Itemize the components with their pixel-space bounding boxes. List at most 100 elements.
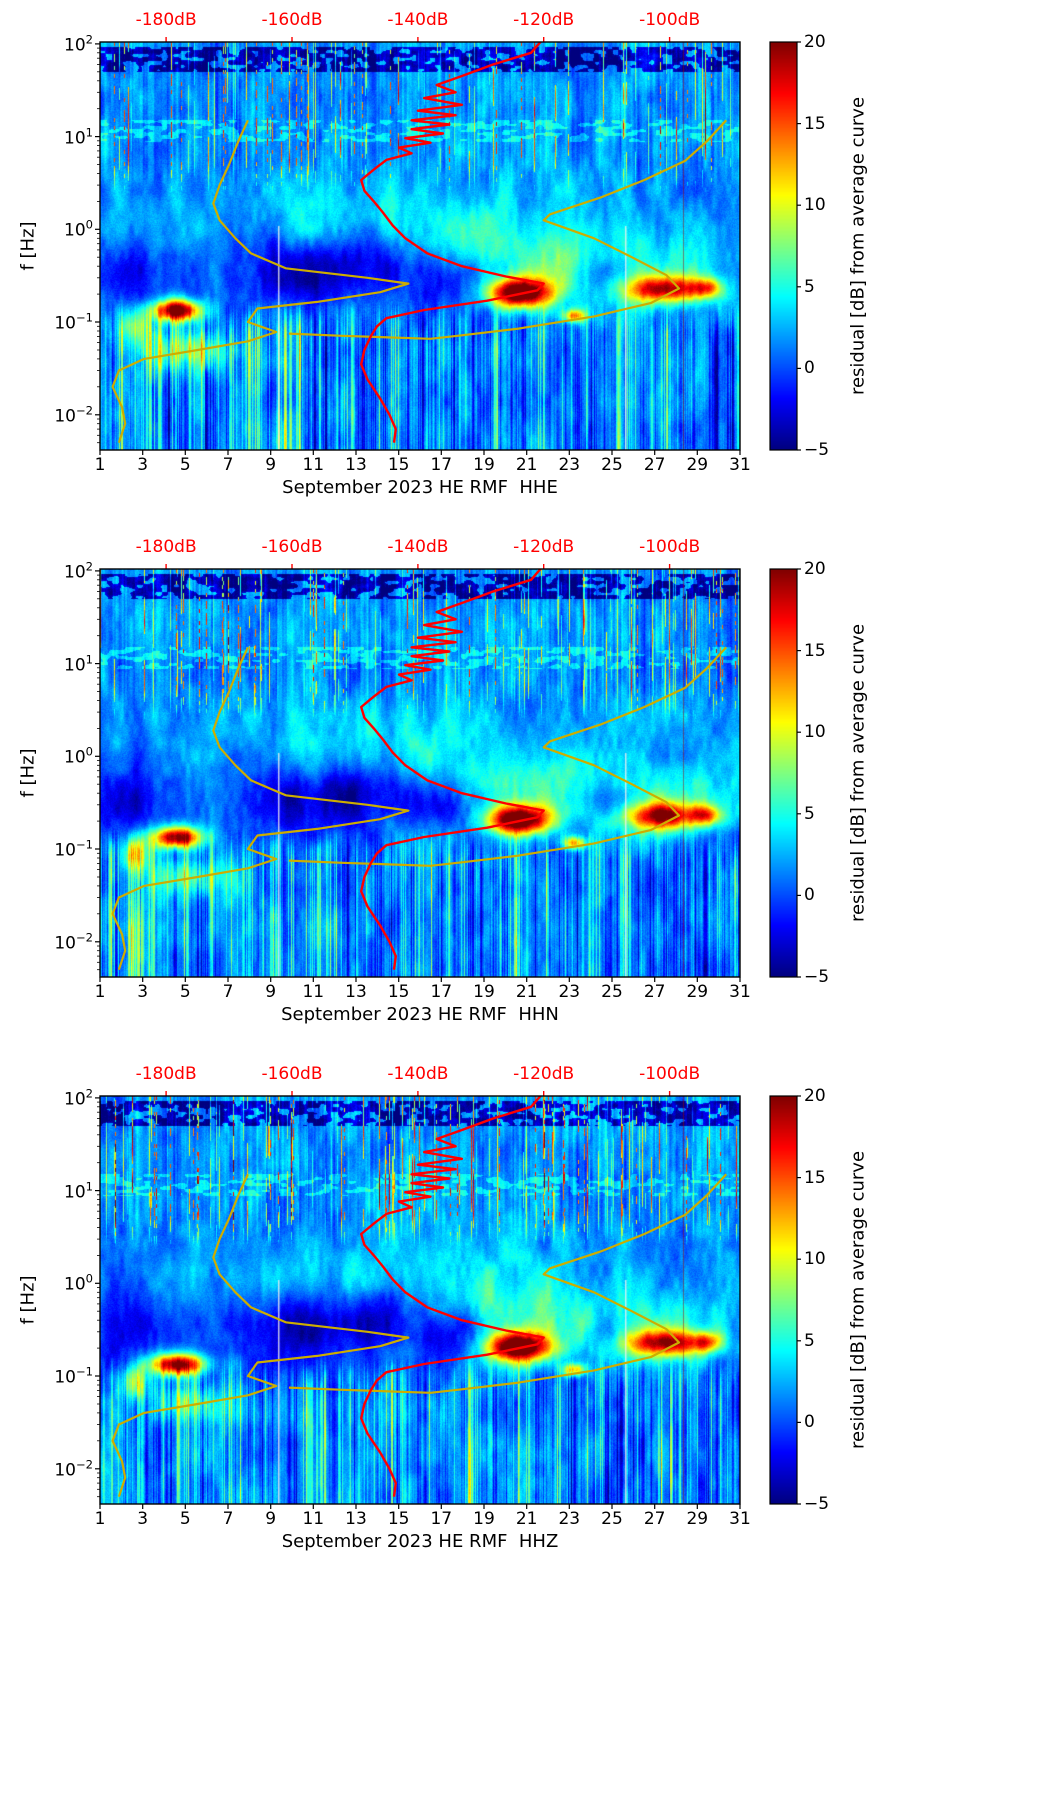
top-axis-tick-label: -160dB [261,537,323,557]
x-tick-label: 15 [387,455,410,475]
y-axis-label-text: f [Hz] [17,221,39,271]
colorbar-tick-label: 20 [804,559,826,579]
x-tick-label: 13 [345,1509,367,1529]
top-axis-tick-label: -120dB [513,1064,575,1084]
spectrogram-panel-hhn: -180dB -160dB -140dB -120dB -100dB 102 101 100… [0,527,1052,1054]
top-axis-tick-label: -100dB [639,537,701,557]
top-axis-tick-label: -140dB [387,1064,449,1084]
x-tick-label: 23 [558,455,581,475]
colorbar-tick-label: 5 [804,276,815,297]
colorbar-tick-label: −5 [804,967,830,987]
x-tick-label: 21 [515,982,538,1002]
x-tick-label: 13 [345,455,367,475]
y-tick-label: 102 [64,559,93,583]
x-tick-label: 3 [137,982,149,1002]
x-axis-label: September 2023 HE RMF HHE [282,477,558,498]
x-tick-label: 5 [179,455,191,475]
x-tick-label: 11 [302,455,325,475]
x-tick-label: 19 [473,982,495,1002]
x-tick-label: 3 [137,455,149,475]
colorbar-tick-label: 0 [804,358,815,379]
y-axis-label-text: f [Hz] [17,1275,39,1325]
colorbar-label-text: residual [dB] from average curve [847,623,869,923]
top-axis-tick-label: -100dB [639,10,701,30]
x-tick-label: 15 [387,1509,410,1529]
y-tick-label: 10−2 [54,930,93,954]
colorbar-ticks [797,41,801,451]
x-tick-label: 9 [265,982,277,1002]
spectrogram-panel-hhe: -180dB -160dB -140dB -120dB -100dB 102 101 100… [0,0,1052,527]
colorbar-tick-label: 20 [804,32,826,52]
x-axis-label: September 2023 HE RMF HHZ [281,1531,559,1552]
colorbar-tick-label: 20 [804,1086,826,1106]
spectrogram-canvas [100,569,740,977]
x-tick-label: 23 [558,1509,581,1529]
x-axis-label: September 2023 HE RMF HHN [281,1004,559,1025]
top-axis-tick-label: -140dB [387,10,449,30]
colorbar-tick-label: 5 [804,1330,815,1351]
colorbar-tick-label: −5 [804,1494,830,1514]
colorbar-tick-label: −5 [804,440,830,460]
x-tick-label: 1 [94,1509,106,1529]
y-tick-label: 100 [64,744,93,768]
x-tick-label: 27 [643,1509,666,1529]
colorbar-canvas [770,1096,797,1504]
x-tick-label: 21 [515,1509,538,1529]
x-tick-label: 19 [473,455,495,475]
x-tick-label: 25 [601,982,623,1002]
x-tick-label: 13 [345,982,367,1002]
x-tick-label: 31 [729,1509,751,1529]
x-tick-label: 23 [558,982,581,1002]
y-tick-label: 10−1 [54,310,93,334]
x-tick-label: 25 [601,455,623,475]
y-tick-label: 10−1 [54,837,93,861]
top-axis-tick-label: -160dB [261,10,323,30]
top-axis-tick-label: -140dB [387,537,449,557]
colorbar-label-text: residual [dB] from average curve [847,96,869,396]
x-tick-label: 27 [643,455,666,475]
y-tick-label: 10−2 [54,403,93,427]
top-axis-tick-label: -100dB [639,1064,701,1084]
colorbar-tick-label: 15 [804,640,826,661]
x-tick-label: 9 [265,1509,277,1529]
colorbar-label-text: residual [dB] from average curve [847,1150,869,1450]
x-tick-label: 19 [473,1509,495,1529]
x-tick-label: 31 [729,455,751,475]
x-tick-label: 1 [94,455,106,475]
x-tick-label: 3 [137,1509,149,1529]
y-tick-label: 100 [64,1271,93,1295]
colorbar-tick-label: 15 [804,1167,826,1188]
x-tick-label: 29 [686,455,709,475]
y-tick-label: 10−1 [54,1364,93,1388]
y-tick-label: 102 [64,1086,93,1110]
x-tick-label: 31 [729,982,751,1002]
colorbar-tick-label: 10 [804,722,826,743]
y-axis-label-text: f [Hz] [17,748,39,798]
spectrogram-panel-hhz: -180dB -160dB -140dB -120dB -100dB 102 101 100… [0,1054,1052,1581]
x-tick-label: 7 [222,455,234,475]
top-axis-tick-label: -160dB [261,1064,323,1084]
x-tick-label: 17 [430,982,453,1002]
x-tick-label: 5 [179,1509,191,1529]
x-tick-label: 5 [179,982,191,1002]
colorbar-tick-label: 15 [804,113,826,134]
x-tick-label: 27 [643,982,666,1002]
x-tick-label: 29 [686,982,709,1002]
x-tick-label: 15 [387,982,410,1002]
top-axis-tick-label: -180dB [135,1064,197,1084]
colorbar-ticks [797,568,801,978]
y-tick-label: 101 [64,125,93,148]
x-tick-label: 1 [94,982,106,1002]
colorbar-tick-label: 0 [804,885,815,906]
x-tick-label: 17 [430,455,453,475]
y-tick-label: 101 [64,652,93,675]
x-tick-label: 17 [430,1509,453,1529]
colorbar-tick-label: 10 [804,1249,826,1270]
top-axis-tick-label: -180dB [135,537,197,557]
colorbar-tick-label: 5 [804,803,815,824]
colorbar-canvas [770,569,797,977]
top-axis-tick-label: -120dB [513,537,575,557]
y-tick-label: 100 [64,217,93,241]
colorbar-canvas [770,42,797,450]
y-tick-label: 10−2 [54,1457,93,1481]
